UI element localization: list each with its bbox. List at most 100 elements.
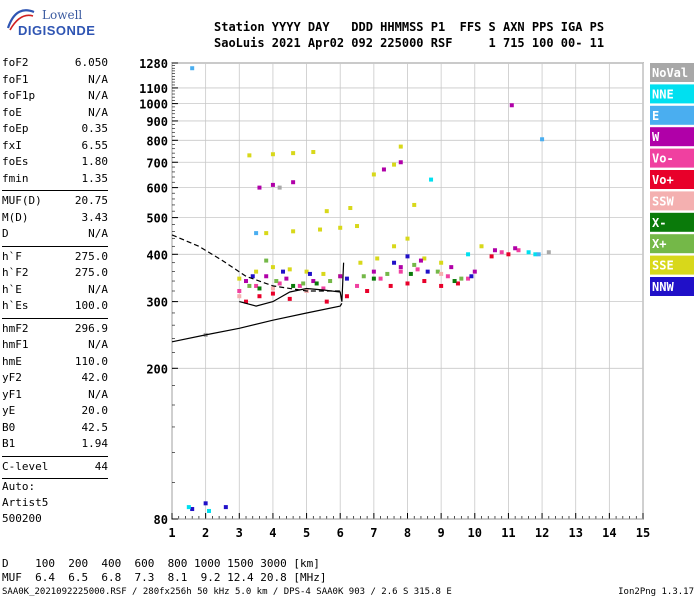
- param-value: 20.75: [74, 194, 108, 207]
- param-value: 42.5: [81, 420, 109, 434]
- y-tick-label: 1100: [139, 82, 168, 96]
- data-point-sse: [412, 202, 417, 207]
- data-point-sse: [371, 172, 376, 177]
- data-point-sse: [355, 224, 360, 229]
- data-point-x-: [385, 271, 390, 276]
- data-point-ssw: [439, 271, 444, 276]
- param-name: h`Es: [2, 299, 29, 312]
- y-tick-label: 800: [146, 134, 168, 148]
- data-point-x-: [291, 283, 296, 288]
- param-value: 0.35: [81, 122, 109, 135]
- param-row: hmF2 296.9: [2, 322, 108, 339]
- data-point-nnw: [405, 254, 410, 259]
- data-point-sse: [479, 244, 484, 249]
- x-tick-label: 7: [370, 526, 377, 540]
- data-point-vo-: [489, 254, 494, 259]
- data-point-vo-: [237, 289, 242, 293]
- legend-swatch: [650, 191, 694, 211]
- param-value: N/A: [88, 105, 108, 119]
- data-point-vo-: [244, 299, 249, 304]
- param-name: foF1: [2, 72, 29, 86]
- param-row: fxI 6.55: [2, 139, 108, 156]
- param-row: D N/A: [2, 227, 108, 244]
- data-point-sse: [318, 227, 323, 232]
- param-row: hmF1 N/A: [2, 338, 108, 355]
- param-value: 100.0: [74, 299, 108, 312]
- legend-label: SSW: [652, 194, 674, 208]
- y-tick-label: 500: [146, 212, 168, 226]
- x-tick-label: 3: [236, 526, 243, 540]
- param-name: hmF2: [2, 321, 29, 335]
- data-point-w: [492, 248, 497, 253]
- param-value: 42.0: [81, 371, 109, 384]
- legend-swatch: [650, 63, 694, 82]
- data-point-x-: [328, 279, 333, 284]
- data-point-vo-: [405, 281, 410, 286]
- data-point-nne: [533, 252, 538, 257]
- data-point-x-: [435, 269, 440, 274]
- y-tick-label: 80: [154, 513, 168, 527]
- data-point-vo-: [378, 276, 383, 281]
- y-tick-label: 600: [146, 182, 168, 196]
- param-name: foEp: [2, 122, 29, 135]
- data-point-noval: [277, 185, 282, 190]
- param-name: MUF(D): [2, 194, 42, 207]
- data-point-x-: [257, 286, 262, 291]
- data-point-vo-: [499, 250, 504, 255]
- legend-swatch: [650, 84, 694, 104]
- data-point-vo-: [287, 296, 292, 301]
- data-point-x-: [452, 279, 457, 284]
- param-row: C-level 44: [2, 460, 108, 477]
- y-tick-label: 200: [146, 362, 168, 376]
- param-row: foE N/A: [2, 106, 108, 123]
- data-point-vo-: [506, 252, 511, 257]
- data-point-vo-: [455, 281, 460, 286]
- data-point-sse: [287, 267, 292, 272]
- data-point-sse: [392, 162, 397, 167]
- param-value: 1.80: [81, 155, 109, 168]
- param-row: h`E N/A: [2, 283, 108, 300]
- profile-loop-curve: [239, 262, 345, 307]
- header-labels: Station YYYY DAY DDD HHMMSS P1 FFS S AXN…: [214, 20, 605, 34]
- data-point-x-: [301, 281, 306, 286]
- param-name: foE: [2, 105, 22, 119]
- data-point-x-: [459, 276, 464, 281]
- header-values: SaoLuis 2021 Apr02 092 225000 RSF 1 715 …: [214, 36, 605, 50]
- data-point-sse: [304, 269, 309, 274]
- data-point-sse: [291, 229, 296, 234]
- x-tick-label: 8: [404, 526, 411, 540]
- divider: [2, 317, 108, 319]
- legend-label: NNW: [652, 280, 674, 294]
- y-tick-label: 1000: [139, 98, 168, 112]
- param-value: 6.050: [74, 56, 108, 69]
- data-point-sse: [264, 231, 269, 236]
- data-point-vo-: [254, 283, 259, 288]
- legend-swatch: [650, 148, 694, 168]
- legend-label: X+: [652, 237, 666, 251]
- data-point-nne: [466, 252, 471, 257]
- legend-swatch: [650, 277, 694, 296]
- param-name: yE: [2, 404, 16, 417]
- legend-label: NoVal: [652, 66, 688, 80]
- x-tick-label: 13: [568, 526, 582, 540]
- x-tick-label: 11: [501, 526, 515, 540]
- data-point-w: [449, 265, 454, 270]
- param-row: foEp 0.35: [2, 122, 108, 139]
- data-point-e: [536, 252, 541, 257]
- data-point-sse: [422, 256, 427, 261]
- data-point-e: [254, 231, 259, 236]
- data-point-nne: [526, 250, 531, 255]
- parameters-panel: foF2 6.050 foF1 N/A foF1p N/A foE N/A foEp 0.35 fx…: [2, 56, 108, 482]
- data-point-vo-: [516, 248, 521, 253]
- data-point-x-: [314, 281, 319, 286]
- legend-swatch: [650, 255, 694, 275]
- param-row: fmin 1.35: [2, 172, 108, 189]
- x-tick-label: 12: [535, 526, 549, 540]
- data-point-sse: [324, 209, 329, 214]
- data-point-vo-: [445, 274, 450, 279]
- legend-swatch: [650, 234, 694, 254]
- data-point-sse: [254, 269, 259, 274]
- footer: SAA0K_2021092225000.RSF / 280fx256h 50 k…: [2, 587, 698, 597]
- data-point-w: [270, 182, 275, 187]
- data-point-w: [398, 160, 403, 165]
